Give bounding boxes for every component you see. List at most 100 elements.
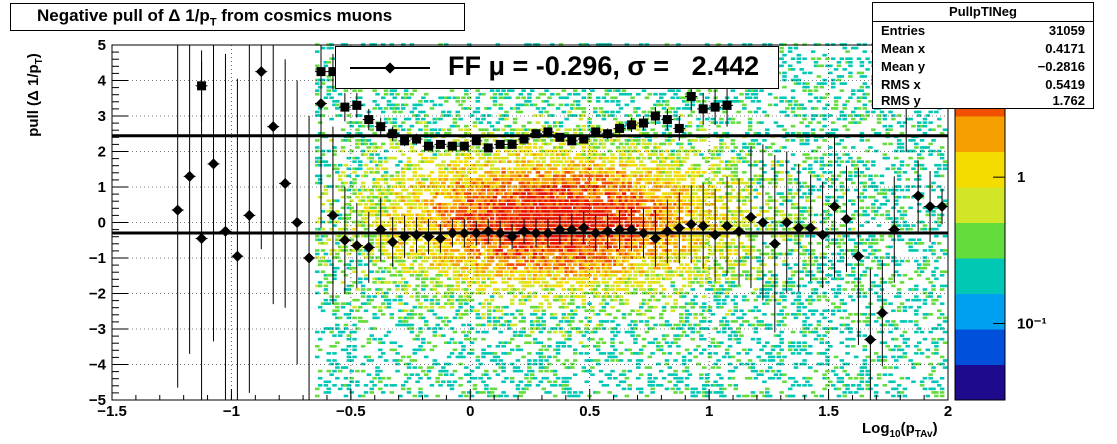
heatmap-cell (541, 217, 546, 220)
heatmap-cell (598, 202, 604, 206)
heatmap-cell (610, 369, 615, 373)
heatmap-cell (421, 210, 426, 213)
heatmap-cell (461, 213, 466, 217)
heatmap-cell (581, 146, 587, 149)
heatmap-cell (593, 330, 598, 334)
heatmap-cell (590, 146, 595, 149)
heatmap-cell (572, 252, 578, 256)
heatmap-cell (530, 206, 535, 210)
heatmap-cell (521, 320, 526, 323)
heatmap-cell (621, 245, 627, 249)
heatmap-cell (418, 263, 423, 266)
heatmap-cell (386, 238, 392, 242)
heatmap-cell (604, 256, 610, 259)
heatmap-cell (515, 309, 521, 313)
heatmap-cell (613, 316, 618, 320)
heatmap-cell (335, 114, 340, 117)
heatmap-cell (507, 160, 512, 163)
heatmap-cell (366, 210, 372, 213)
heatmap-cell (604, 270, 610, 274)
heatmap-cell (360, 295, 366, 298)
heatmap-cell (521, 131, 526, 135)
heatmap-cell (607, 295, 612, 298)
heatmap-cell (386, 305, 392, 309)
heatmap-cell (532, 188, 538, 192)
heatmap-cell (412, 242, 417, 245)
heatmap-cell (527, 366, 532, 369)
heatmap-cell (624, 245, 630, 249)
heatmap-cell (524, 167, 529, 171)
heatmap-cell (593, 178, 598, 181)
heatmap-cell (564, 199, 569, 203)
heatmap-cell (558, 252, 564, 256)
heatmap-cell (595, 256, 601, 259)
heatmap-cell (343, 384, 349, 387)
heatmap-cell (323, 273, 329, 277)
heatmap-cell (501, 242, 506, 245)
heatmap-cell (509, 288, 515, 291)
heatmap-cell (541, 249, 546, 252)
heatmap-cell (343, 181, 349, 185)
heatmap-cell (378, 163, 383, 167)
heatmap-cell (627, 270, 632, 274)
heatmap-cell (638, 192, 644, 195)
heatmap-cell (441, 185, 446, 188)
heatmap-cell (498, 206, 503, 210)
heatmap-cell (512, 121, 518, 124)
heatmap-cell (495, 320, 501, 323)
heatmap-cell (429, 181, 435, 185)
heatmap-cell (618, 245, 624, 249)
heatmap-cell (630, 188, 635, 192)
heatmap-cell (524, 341, 529, 345)
heatmap-cell (469, 199, 475, 203)
heatmap-cell (547, 199, 552, 203)
heatmap-cell (541, 320, 546, 323)
heatmap-cell (315, 238, 320, 242)
heatmap-cell (575, 249, 581, 252)
heatmap-cell (601, 277, 607, 281)
heatmap-cell (524, 245, 529, 249)
heatmap-cell (627, 313, 632, 316)
heatmap-cell (509, 256, 515, 259)
heatmap-cell (561, 213, 567, 217)
heatmap-cell (512, 128, 518, 132)
heatmap-cell (478, 270, 483, 274)
heatmap-cell (332, 103, 337, 107)
heatmap-cell (509, 380, 515, 384)
heatmap-cell (495, 128, 501, 132)
heatmap-cell (337, 234, 343, 238)
heatmap-cell (555, 206, 561, 210)
heatmap-cell (527, 281, 532, 284)
heatmap-cell (475, 316, 481, 320)
heatmap-cell (604, 167, 610, 171)
heatmap-cell (547, 259, 552, 263)
heatmap-cell (332, 163, 337, 167)
heatmap-cell (572, 188, 578, 192)
heatmap-cell (398, 309, 403, 313)
heatmap-cell (372, 195, 377, 199)
heatmap-cell (624, 220, 630, 224)
heatmap-cell (572, 185, 578, 188)
heatmap-cell (337, 213, 343, 217)
heatmap-cell (558, 298, 564, 302)
heatmap-cell (538, 114, 544, 117)
heatmap-cell (607, 249, 612, 252)
heatmap-cell (504, 178, 509, 181)
heatmap-cell (375, 178, 380, 181)
heatmap-cell (418, 238, 423, 242)
heatmap-cell (472, 387, 478, 391)
heatmap-cell (564, 167, 569, 171)
heatmap-cell (578, 128, 584, 132)
heatmap-cell (598, 110, 604, 114)
heatmap-cell (369, 124, 374, 128)
heatmap-cell (593, 156, 598, 160)
heatmap-cell (504, 288, 509, 291)
heatmap-cell (587, 210, 592, 213)
heatmap-cell (624, 252, 630, 256)
heatmap-cell (386, 266, 392, 270)
heatmap-cell (498, 185, 503, 188)
heatmap-cell (383, 252, 389, 256)
heatmap-cell (464, 266, 469, 270)
heatmap-cell (329, 202, 334, 206)
heatmap-cell (552, 124, 558, 128)
